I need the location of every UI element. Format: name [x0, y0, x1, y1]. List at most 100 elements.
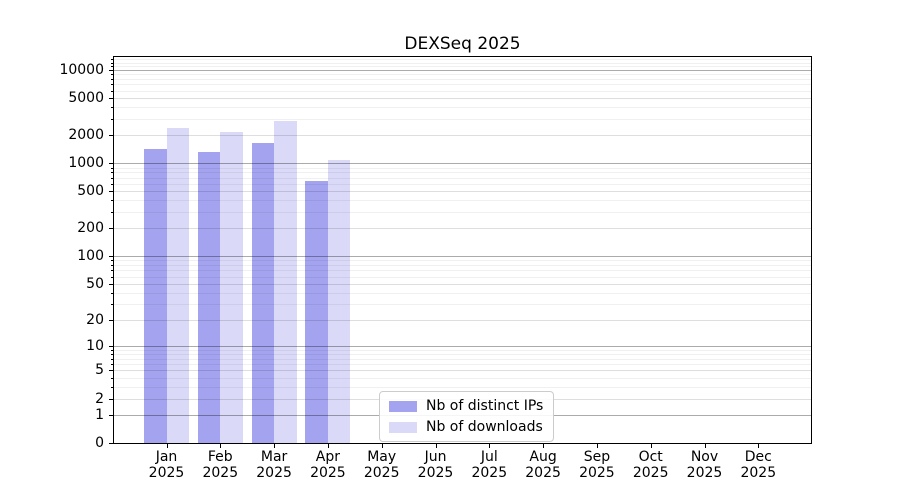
- x-tick-month: Jun: [424, 449, 447, 465]
- x-tick-month: Apr: [315, 449, 340, 465]
- y-axis-tick-label: 200: [77, 220, 104, 237]
- y-gridline: [114, 283, 811, 285]
- x-axis-tick: [543, 444, 545, 448]
- legend-item-downloads: Nb of downloads: [389, 419, 543, 435]
- x-tick-month: Oct: [638, 449, 663, 465]
- x-axis-tick-label: Nov 2025: [673, 449, 737, 481]
- y-axis-minor-tick: [111, 354, 114, 356]
- y-gridline: [114, 118, 811, 120]
- y-gridline: [114, 256, 811, 258]
- y-axis-minor-tick: [111, 98, 114, 100]
- x-axis-tick: [650, 444, 652, 448]
- legend-swatch-downloads-icon: [389, 421, 417, 433]
- bar: [197, 151, 221, 443]
- y-axis-tick: [109, 256, 114, 258]
- y-gridline: [114, 377, 811, 379]
- y-gridline: [114, 303, 811, 305]
- legend: Nb of distinct IPs Nb of downloads: [379, 391, 555, 442]
- x-axis-tick-label: Sep 2025: [565, 449, 629, 481]
- y-axis-tick: [109, 443, 114, 444]
- y-gridline: [114, 107, 811, 109]
- y-axis-minor-tick: [111, 358, 114, 360]
- x-tick-year: 2025: [471, 465, 508, 481]
- y-gridline: [114, 70, 811, 72]
- y-axis-minor-tick: [111, 59, 114, 61]
- bar: [166, 128, 189, 443]
- x-tick-year: 2025: [686, 465, 723, 481]
- y-axis-minor-tick: [111, 183, 114, 185]
- y-axis-minor-tick: [111, 303, 114, 305]
- y-axis-minor-tick: [111, 211, 114, 213]
- y-axis-minor-tick: [111, 177, 114, 179]
- y-gridline: [114, 191, 811, 193]
- x-tick-year: 2025: [202, 465, 239, 481]
- y-axis-minor-tick: [111, 276, 114, 278]
- x-tick-year: 2025: [363, 465, 400, 481]
- x-axis-tick-label: Aug 2025: [511, 449, 575, 481]
- y-axis-minor-tick: [111, 270, 114, 272]
- x-axis-tick: [166, 444, 168, 448]
- y-axis-minor-tick: [111, 349, 114, 351]
- y-gridline: [114, 66, 811, 68]
- y-gridline: [114, 358, 811, 360]
- y-axis-minor-tick: [111, 66, 114, 68]
- y-axis-minor-tick: [111, 135, 114, 137]
- y-axis-minor-tick: [111, 283, 114, 285]
- y-gridline: [114, 90, 811, 92]
- y-axis-tick-label: 10000: [59, 62, 104, 79]
- y-gridline: [114, 345, 811, 347]
- y-gridline: [114, 292, 811, 294]
- y-gridline: [114, 183, 811, 185]
- y-axis-tick: [109, 163, 114, 165]
- bar: [144, 149, 167, 443]
- x-tick-year: 2025: [525, 465, 561, 481]
- x-tick-month: Sep: [583, 449, 611, 465]
- legend-label: Nb of distinct IPs: [426, 398, 544, 414]
- y-axis-tick-label: 500: [77, 183, 104, 200]
- x-tick-month: Nov: [690, 449, 719, 465]
- y-axis-minor-tick: [111, 265, 114, 267]
- y-gridline: [114, 135, 811, 137]
- y-gridline: [114, 79, 811, 81]
- legend-label: Nb of downloads: [426, 419, 543, 435]
- y-axis-minor-tick: [111, 191, 114, 193]
- y-axis-minor-tick: [111, 62, 114, 64]
- y-axis-minor-tick: [111, 292, 114, 294]
- x-axis-tick: [220, 444, 222, 448]
- x-axis-tick-label: Jun 2025: [404, 449, 468, 481]
- x-axis-tick: [596, 444, 598, 448]
- y-axis-minor-tick: [111, 167, 114, 169]
- y-gridline: [114, 228, 811, 230]
- bar: [274, 121, 297, 443]
- bar: [327, 160, 351, 443]
- y-axis-minor-tick: [111, 370, 114, 372]
- y-axis-minor-tick: [111, 74, 114, 76]
- x-tick-month: Jan: [155, 449, 178, 465]
- y-gridline: [114, 270, 811, 272]
- plot-area: [113, 56, 812, 444]
- y-axis-tick: [109, 345, 114, 347]
- x-tick-month: May: [367, 449, 397, 465]
- y-axis-tick: [109, 70, 114, 72]
- y-axis-minor-tick: [111, 107, 114, 109]
- y-gridline: [114, 364, 811, 366]
- x-axis-tick: [327, 444, 329, 448]
- y-gridline: [114, 370, 811, 372]
- y-gridline: [114, 98, 811, 100]
- y-gridline: [114, 386, 811, 388]
- y-gridline: [114, 59, 811, 61]
- x-axis-tick-label: Feb 2025: [188, 449, 252, 481]
- y-gridline: [114, 260, 811, 262]
- y-axis-tick-label: 2000: [68, 127, 104, 144]
- x-tick-month: Dec: [744, 449, 772, 465]
- x-axis-tick-label: Oct 2025: [619, 449, 683, 481]
- bar: [220, 132, 243, 443]
- y-axis-minor-tick: [111, 260, 114, 262]
- y-gridline: [114, 276, 811, 278]
- y-axis-minor-tick: [111, 84, 114, 86]
- x-tick-year: 2025: [256, 465, 292, 481]
- x-tick-month: Mar: [260, 449, 288, 465]
- y-gridline: [114, 319, 811, 321]
- y-axis-tick-label: 2: [95, 390, 104, 407]
